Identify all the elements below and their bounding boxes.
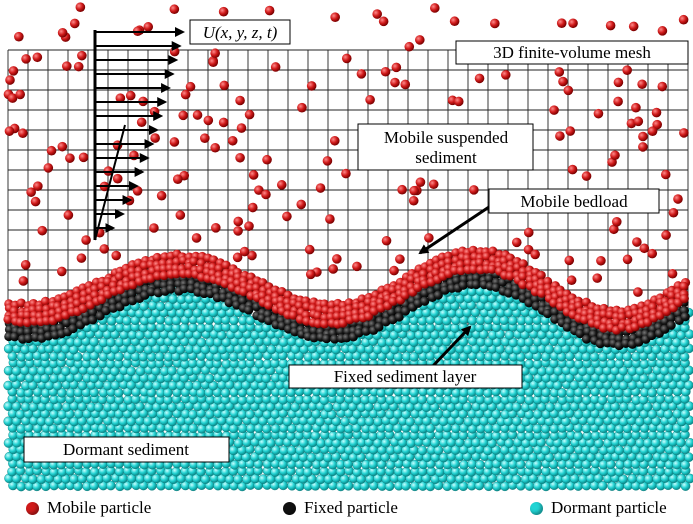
velocity-profile-arrows <box>93 27 185 241</box>
dormant-label-text: Dormant sediment <box>63 440 189 459</box>
legend: Mobile particle Fixed particle Dormant p… <box>0 492 693 524</box>
legend-item-mobile: Mobile particle <box>26 498 151 518</box>
legend-item-dormant: Dormant particle <box>530 498 667 518</box>
bedload-label-text: Mobile bedload <box>520 192 628 211</box>
bedload-label: Mobile bedload <box>488 188 660 214</box>
legend-label-fixed: Fixed particle <box>304 498 398 517</box>
legend-label-mobile: Mobile particle <box>47 498 152 517</box>
suspended-label: Mobile suspended sediment <box>357 123 534 171</box>
fixed-particle-icon <box>283 501 296 515</box>
velocity-label-text: U(x, y, z, t) <box>203 23 278 42</box>
mesh-label: 3D finite-volume mesh <box>455 40 689 65</box>
suspended-sediment-particles <box>3 2 689 297</box>
fixed-layer-label-text: Fixed sediment layer <box>334 367 477 386</box>
legend-label-dormant: Dormant particle <box>551 498 667 517</box>
callout-arrows <box>418 203 493 369</box>
mobile-particle-icon <box>26 501 39 515</box>
suspended-label-text: Mobile suspended sediment <box>384 128 509 167</box>
mesh-label-text: 3D finite-volume mesh <box>493 43 651 62</box>
velocity-label: U(x, y, z, t) <box>189 19 291 45</box>
fixed-sediment-particles <box>4 268 690 351</box>
dormant-particle-icon <box>530 501 543 515</box>
fixed-layer-label: Fixed sediment layer <box>288 364 523 389</box>
mobile-bedload-particles <box>3 245 691 335</box>
legend-item-fixed: Fixed particle <box>283 498 398 518</box>
dormant-label: Dormant sediment <box>23 436 230 463</box>
